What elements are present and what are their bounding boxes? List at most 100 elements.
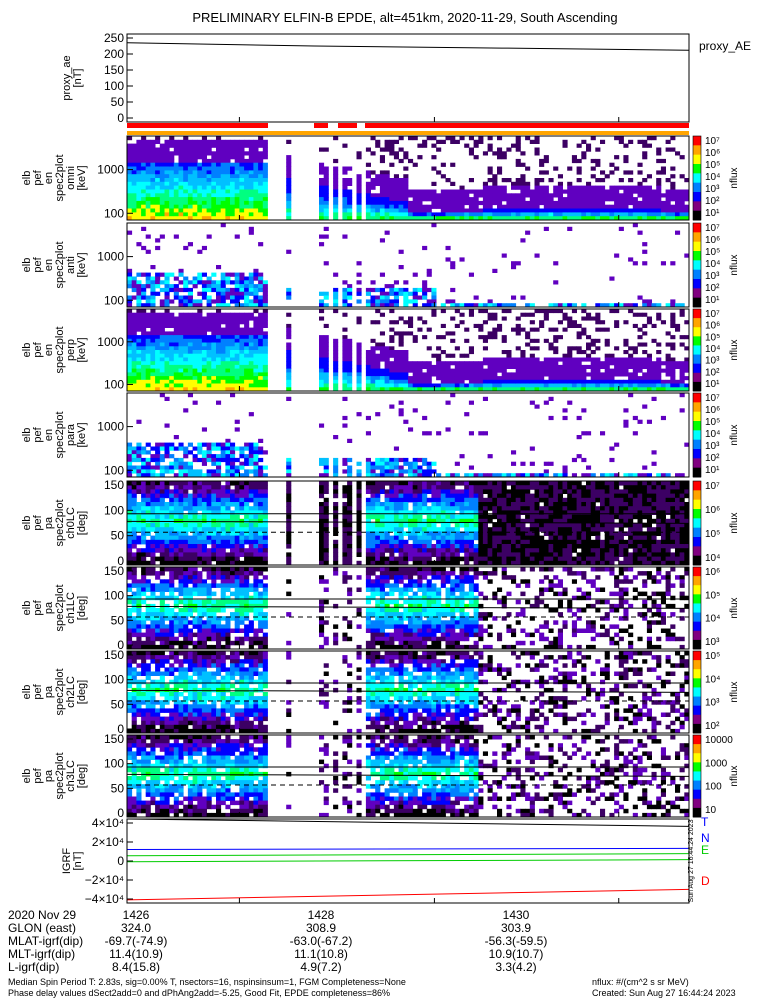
spectrogram-cell bbox=[595, 208, 601, 213]
spectrogram-cell bbox=[412, 197, 418, 202]
spectrogram-cell bbox=[614, 136, 620, 141]
spectrogram-cell bbox=[459, 372, 465, 377]
spectrogram-cell bbox=[356, 208, 362, 213]
spectrogram-cell bbox=[258, 485, 264, 490]
spectrogram-cell bbox=[201, 364, 207, 369]
spectrogram-cell bbox=[604, 368, 610, 373]
y-axis-label: elb bbox=[21, 171, 33, 186]
spectrogram-cell bbox=[225, 178, 231, 183]
spectrogram-cell bbox=[239, 185, 245, 190]
spectrogram-cell bbox=[169, 548, 175, 553]
spectrogram-cell bbox=[127, 136, 133, 141]
spectrogram-cell bbox=[675, 387, 681, 392]
spectrogram-cell bbox=[244, 331, 250, 336]
spectrogram-cell bbox=[412, 383, 418, 388]
spectrogram-cell bbox=[183, 361, 189, 366]
spectrogram-cell bbox=[169, 155, 175, 160]
spectrogram-cell bbox=[286, 461, 292, 466]
spectrogram-cell bbox=[609, 372, 615, 377]
spectrogram-cell bbox=[159, 170, 165, 175]
spectrogram-cell bbox=[487, 368, 493, 373]
spectrogram-cell bbox=[239, 174, 245, 179]
spectrogram-cell bbox=[501, 155, 507, 160]
spectrogram-cell bbox=[262, 514, 268, 520]
spectrogram-cell bbox=[192, 353, 198, 358]
spectrogram-cell bbox=[155, 185, 161, 190]
spectrogram-cell bbox=[173, 548, 179, 553]
spectrogram-cell bbox=[173, 364, 179, 369]
spectrogram-cell bbox=[482, 197, 488, 202]
spectrogram-cell bbox=[220, 204, 226, 209]
spectrogram-cell bbox=[253, 170, 259, 175]
y-tick-label: 100 bbox=[104, 293, 124, 307]
spectrogram-cell bbox=[187, 303, 193, 308]
spectrogram-cell bbox=[201, 316, 207, 321]
spectrogram-cell bbox=[169, 465, 175, 470]
spectrogram-cell bbox=[197, 189, 203, 194]
spectrogram-cell bbox=[253, 518, 259, 524]
spectrogram-cell bbox=[576, 185, 582, 190]
spectrogram-cell bbox=[529, 320, 535, 325]
spectrogram-cell bbox=[187, 147, 193, 152]
spectrogram-cell bbox=[230, 556, 236, 562]
spectrogram-cell bbox=[141, 502, 147, 507]
spectrogram-cell bbox=[234, 473, 240, 478]
spectrogram-cell bbox=[675, 216, 681, 221]
spectrogram-cell bbox=[234, 535, 240, 541]
spectrogram-cell bbox=[342, 544, 348, 549]
spectrogram-cell bbox=[426, 268, 432, 273]
spectrogram-cell bbox=[590, 383, 596, 388]
spectrogram-cell bbox=[393, 185, 399, 190]
spectrogram-cell bbox=[225, 204, 231, 209]
spectrogram-cell bbox=[482, 376, 488, 381]
spectrogram-cell bbox=[675, 323, 681, 328]
spectrogram-cell bbox=[473, 361, 479, 366]
spectrogram-cell bbox=[220, 552, 226, 557]
spectrogram-cell bbox=[216, 200, 222, 206]
spectrogram-cell bbox=[412, 287, 418, 293]
spectrogram-cell bbox=[426, 346, 432, 351]
spectrogram-cell bbox=[356, 299, 362, 304]
spectrogram-cell bbox=[159, 147, 165, 152]
spectrogram-cell bbox=[169, 527, 175, 532]
spectrogram-cell bbox=[506, 376, 512, 381]
spectrogram-cell bbox=[398, 485, 404, 490]
spectrogram-cell bbox=[342, 193, 348, 198]
spectrogram-cell bbox=[206, 170, 212, 175]
spectrogram-cell bbox=[679, 393, 685, 398]
spectrogram-cell bbox=[159, 454, 165, 459]
spectrogram-cell bbox=[141, 485, 147, 490]
spectrogram-cell bbox=[679, 361, 685, 366]
spectrogram-cell bbox=[370, 338, 376, 343]
spectrogram-cell bbox=[454, 212, 460, 217]
spectrogram-cell bbox=[468, 178, 474, 183]
spectrogram-cell bbox=[365, 527, 371, 532]
spectrogram-cell bbox=[225, 327, 231, 332]
spectrogram-cell bbox=[365, 485, 371, 490]
spectrogram-cell bbox=[632, 357, 638, 362]
spectrogram-cell bbox=[459, 303, 465, 308]
spectrogram-cell bbox=[127, 465, 133, 470]
spectrogram-cell bbox=[258, 155, 264, 160]
spectrogram-cell bbox=[131, 450, 137, 455]
spectrogram-cell bbox=[164, 204, 170, 209]
spectrogram-cell bbox=[525, 364, 531, 369]
spectrogram-cell bbox=[286, 465, 292, 470]
spectrogram-cell bbox=[384, 527, 390, 532]
spectrogram-cell bbox=[375, 461, 381, 466]
spectrogram-cell bbox=[141, 539, 147, 545]
spectrogram-cell bbox=[183, 197, 189, 202]
spectrogram-cell bbox=[534, 151, 540, 156]
spectrogram-cell bbox=[548, 376, 554, 381]
spectrogram-cell bbox=[525, 372, 531, 377]
spectrogram-cell bbox=[412, 408, 418, 413]
y-tick-label: 1000 bbox=[97, 420, 124, 434]
spectrogram-cell bbox=[333, 387, 339, 392]
colorbar-segment bbox=[693, 318, 701, 328]
spectrogram-cell bbox=[127, 342, 133, 347]
spectrogram-cell bbox=[398, 481, 404, 486]
spectrogram-cell bbox=[670, 376, 676, 381]
spectrogram-cell bbox=[534, 197, 540, 202]
spectrogram-cell bbox=[408, 461, 414, 466]
